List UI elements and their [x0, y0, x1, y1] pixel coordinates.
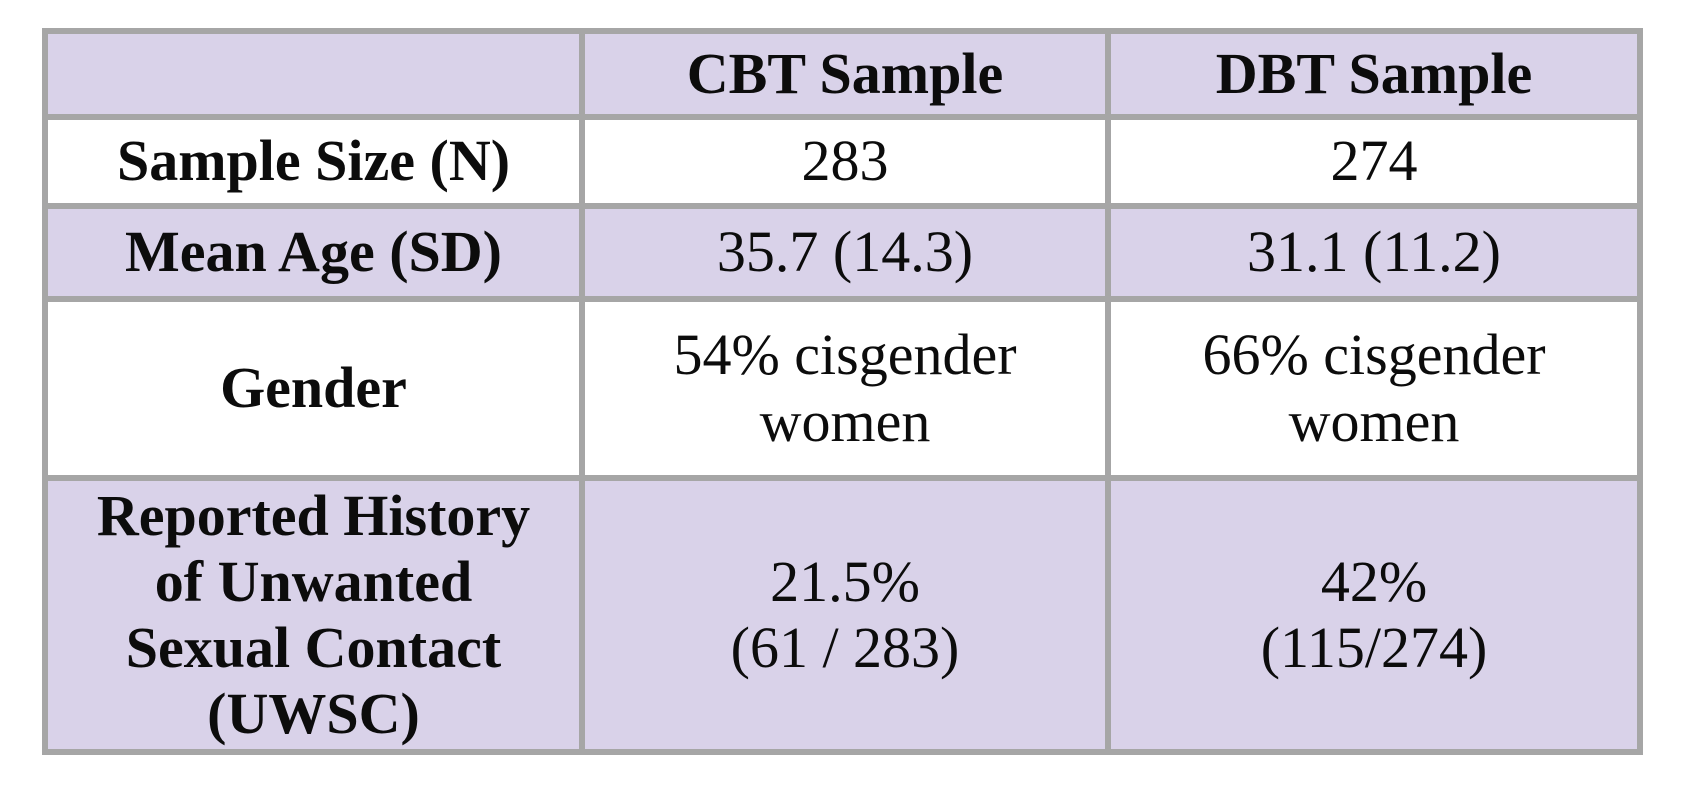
- row-label-mean-age: Mean Age (SD): [42, 203, 585, 302]
- table-row-sample-size: Sample Size (N) 283 274: [42, 114, 1643, 209]
- table-row-mean-age: Mean Age (SD) 35.7 (14.3) 31.1 (11.2): [42, 203, 1643, 302]
- cell-uwsc-dbt: 42% (115/274): [1105, 475, 1643, 755]
- header-dbt-sample: DBT Sample: [1105, 28, 1643, 120]
- cell-uwsc-cbt: 21.5% (61 / 283): [579, 475, 1111, 755]
- cell-gender-cbt: 54% cisgender women: [579, 296, 1111, 481]
- cell-mean-age-dbt: 31.1 (11.2): [1105, 203, 1643, 302]
- row-label-sample-size: Sample Size (N): [42, 114, 585, 209]
- table-row-gender: Gender 54% cisgender women 66% cisgender…: [42, 296, 1643, 481]
- row-label-gender: Gender: [42, 296, 585, 481]
- row-label-uwsc-history: Reported History of Unwanted Sexual Cont…: [42, 475, 585, 755]
- cell-sample-size-cbt: 283: [579, 114, 1111, 209]
- table-row-uwsc-history: Reported History of Unwanted Sexual Cont…: [42, 475, 1643, 755]
- cell-mean-age-cbt: 35.7 (14.3): [579, 203, 1111, 302]
- header-cbt-sample: CBT Sample: [579, 28, 1111, 120]
- demographics-table: CBT Sample DBT Sample Sample Size (N) 28…: [42, 28, 1643, 755]
- cell-gender-dbt: 66% cisgender women: [1105, 296, 1643, 481]
- header-empty-cell: [42, 28, 585, 120]
- cell-sample-size-dbt: 274: [1105, 114, 1643, 209]
- table-header-row: CBT Sample DBT Sample: [42, 28, 1643, 120]
